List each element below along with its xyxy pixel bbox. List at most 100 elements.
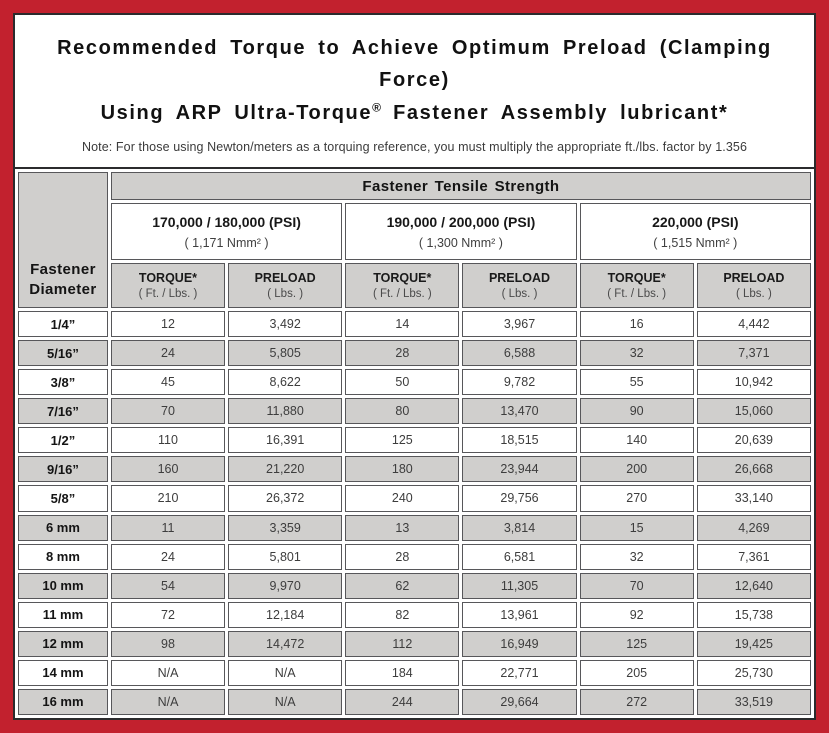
fastener-diameter-header: Fastener Diameter [18,172,108,309]
fastener-diameter-cell: 7/16” [18,398,108,425]
preload-value-cell: 29,664 [462,688,577,715]
strength-group-header-220: 220,000 (PSI) ( 1,515 Nmm² ) [579,203,811,261]
torque-value-cell: 45 [110,369,226,396]
preload-value-cell: 13,961 [462,601,577,628]
fastener-diameter-cell: 1/2” [18,427,108,454]
table-row: 16 mm N/A N/A 244 29,664 272 33,519 [18,688,811,715]
torque-column-header: TORQUE* ( Ft. / Lbs. ) [110,263,226,309]
preload-value-cell: 7,361 [696,543,811,570]
fastener-diameter-cell: 11 mm [18,601,108,628]
preload-value-cell: 10,942 [696,369,811,396]
conversion-note: Note: For those using Newton/meters as a… [81,140,747,155]
torque-value-cell: 200 [579,456,694,483]
table-row: 12 mm 98 14,472 112 16,949 125 19,425 [18,630,811,657]
torque-value-cell: 160 [110,456,226,483]
strength-group-header-170-180: 170,000 / 180,000 (PSI) ( 1,171 Nmm² ) [110,203,343,261]
preload-value-cell: 3,359 [228,514,343,541]
table-row: 5/16” 24 5,805 28 6,588 32 7,371 [18,340,811,367]
registered-trademark-symbol: ® [372,100,381,115]
torque-value-cell: 92 [579,601,694,628]
torque-value-cell: N/A [110,659,226,686]
strength-group-header-190-200: 190,000 / 200,000 (PSI) ( 1,300 Nmm² ) [345,203,577,261]
preload-value-cell: 16,391 [228,427,343,454]
content-panel: Recommended Torque to Achieve Optimum Pr… [13,13,816,720]
torque-value-cell: 62 [345,572,460,599]
table-row: 9/16” 160 21,220 180 23,944 200 26,668 [18,456,811,483]
torque-value-cell: 32 [579,543,694,570]
preload-value-cell: 15,738 [696,601,811,628]
title-area: Recommended Torque to Achieve Optimum Pr… [15,15,814,167]
preload-value-cell: 5,801 [228,543,343,570]
fastener-diameter-cell: 10 mm [18,572,108,599]
torque-value-cell: 24 [110,340,226,367]
torque-value-cell: 82 [345,601,460,628]
torque-value-cell: 14 [345,311,460,338]
preload-value-cell: 9,782 [462,369,577,396]
tensile-strength-header: Fastener Tensile Strength [110,172,811,201]
torque-value-cell: 55 [579,369,694,396]
preload-value-cell: 26,668 [696,456,811,483]
preload-value-cell: 4,269 [696,514,811,541]
torque-value-cell: 15 [579,514,694,541]
torque-value-cell: 80 [345,398,460,425]
torque-value-cell: 12 [110,311,226,338]
table-row: 6 mm 11 3,359 13 3,814 15 4,269 [18,514,811,541]
table-row: 3/8” 45 8,622 50 9,782 55 10,942 [18,369,811,396]
preload-value-cell: 11,880 [228,398,343,425]
title-line1: Recommended Torque to Achieve Optimum Pr… [57,37,772,92]
table-row: 1/4” 12 3,492 14 3,967 16 4,442 [18,311,811,338]
fastener-diameter-cell: 12 mm [18,630,108,657]
preload-value-cell: 23,944 [462,456,577,483]
fastener-diameter-cell: 3/8” [18,369,108,396]
torque-value-cell: 70 [110,398,226,425]
torque-value-cell: 16 [579,311,694,338]
preload-value-cell: 12,640 [696,572,811,599]
torque-column-header: TORQUE* ( Ft. / Lbs. ) [579,263,694,309]
fastener-diameter-cell: 8 mm [18,543,108,570]
preload-value-cell: 26,372 [228,485,343,512]
torque-value-cell: 140 [579,427,694,454]
torque-value-cell: 28 [345,340,460,367]
preload-value-cell: 6,588 [462,340,577,367]
preload-value-cell: 20,639 [696,427,811,454]
torque-value-cell: 244 [345,688,460,715]
torque-value-cell: 11 [110,514,226,541]
preload-value-cell: 5,805 [228,340,343,367]
preload-value-cell: 19,425 [696,630,811,657]
preload-value-cell: 33,140 [696,485,811,512]
table-row: 1/2” 110 16,391 125 18,515 140 20,639 [18,427,811,454]
torque-value-cell: 50 [345,369,460,396]
preload-value-cell: 7,371 [696,340,811,367]
torque-value-cell: 110 [110,427,226,454]
preload-value-cell: N/A [228,659,343,686]
table-row: 5/8” 210 26,372 240 29,756 270 33,140 [18,485,811,512]
torque-value-cell: 125 [345,427,460,454]
preload-value-cell: 29,756 [462,485,577,512]
fastener-diameter-cell: 9/16” [18,456,108,483]
table-body: 1/4” 12 3,492 14 3,967 16 4,442 5/16” 24… [18,311,811,715]
preload-value-cell: 4,442 [696,311,811,338]
torque-value-cell: 32 [579,340,694,367]
preload-value-cell: 22,771 [462,659,577,686]
preload-value-cell: 3,967 [462,311,577,338]
preload-value-cell: 6,581 [462,543,577,570]
preload-value-cell: 14,472 [228,630,343,657]
table-row: 7/16” 70 11,880 80 13,470 90 15,060 [18,398,811,425]
preload-value-cell: 33,519 [696,688,811,715]
preload-value-cell: 16,949 [462,630,577,657]
table-row: 14 mm N/A N/A 184 22,771 205 25,730 [18,659,811,686]
table-row: 10 mm 54 9,970 62 11,305 70 12,640 [18,572,811,599]
torque-value-cell: 125 [579,630,694,657]
fastener-diameter-cell: 6 mm [18,514,108,541]
torque-value-cell: 205 [579,659,694,686]
preload-column-header: PRELOAD ( Lbs. ) [228,263,343,309]
torque-value-cell: 98 [110,630,226,657]
preload-value-cell: 21,220 [228,456,343,483]
preload-value-cell: 12,184 [228,601,343,628]
torque-value-cell: 24 [110,543,226,570]
fastener-diameter-cell: 5/16” [18,340,108,367]
table-row: 8 mm 24 5,801 28 6,581 32 7,361 [18,543,811,570]
preload-column-header: PRELOAD ( Lbs. ) [462,263,577,309]
title-line2: Using ARP Ultra-Torque® Fastener Assembl… [100,100,729,124]
torque-value-cell: 28 [345,543,460,570]
